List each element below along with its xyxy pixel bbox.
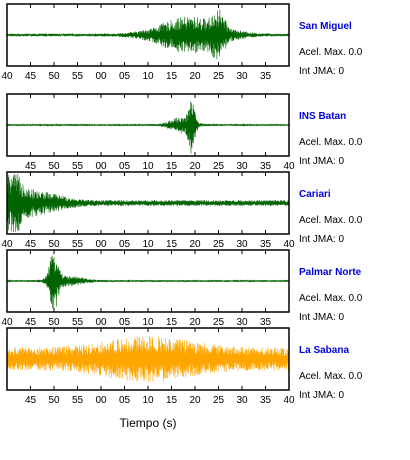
int-jma-label: Int JMA: 0 <box>299 390 344 401</box>
x-tick-label: 15 <box>166 395 178 406</box>
x-tick-label: 20 <box>189 161 201 172</box>
station-name: Palmar Norte <box>299 267 362 278</box>
waveform-trace <box>6 336 290 383</box>
waveform-trace <box>6 255 290 310</box>
accel-max-label: Acel. Max. 0.0 <box>299 137 363 148</box>
x-tick-label: 45 <box>25 161 37 172</box>
x-tick-label: 40 <box>1 71 13 82</box>
waveform-trace <box>6 9 290 60</box>
panel-1: 45 50 55 00 05 10 15 20 25 30 35 40 INS Batan Acel. M… <box>6 93 363 172</box>
x-tick-label: 55 <box>72 71 84 82</box>
panel-2: 40 45 50 55 00 05 10 15 20 25 30 35 40 Cariari Acel. M… <box>1 171 363 250</box>
x-tick-label: 50 <box>48 71 60 82</box>
x-tick-label: 40 <box>283 161 295 172</box>
x-tick-label: 40 <box>283 239 295 250</box>
x-tick-label: 25 <box>213 161 225 172</box>
x-tick-label: 55 <box>72 239 84 250</box>
x-tick-label: 10 <box>142 239 154 250</box>
x-tick-label: 05 <box>119 239 131 250</box>
accel-max-label: Acel. Max. 0.0 <box>299 293 363 304</box>
x-tick-label: 00 <box>95 161 107 172</box>
waveform-trace <box>6 101 290 154</box>
station-name: La Sabana <box>299 345 349 356</box>
x-tick-label: 40 <box>1 317 13 328</box>
x-tick-label: 10 <box>142 317 154 328</box>
x-tick-label: 00 <box>95 395 107 406</box>
x-tick-label: 15 <box>166 239 178 250</box>
x-tick-label: 55 <box>72 161 84 172</box>
x-tick-label: 10 <box>142 71 154 82</box>
x-tick-label: 20 <box>189 71 201 82</box>
waveform-trace <box>6 174 290 232</box>
x-tick-label: 25 <box>213 71 225 82</box>
x-tick-label: 35 <box>260 395 272 406</box>
x-tick-label: 15 <box>166 161 178 172</box>
panel-4: 45 50 55 00 05 10 15 20 25 30 35 40 La Sabana Acel. M… <box>6 327 363 406</box>
x-tick-label: 45 <box>25 239 37 250</box>
x-tick-label: 50 <box>48 395 60 406</box>
x-tick-label: 40 <box>283 395 295 406</box>
x-tick-label: 20 <box>189 239 201 250</box>
x-tick-label: 15 <box>166 317 178 328</box>
x-tick-label: 45 <box>25 71 37 82</box>
x-tick-label: 50 <box>48 239 60 250</box>
x-tick-label: 05 <box>119 395 131 406</box>
x-tick-label: 30 <box>236 395 248 406</box>
x-tick-label: 30 <box>236 71 248 82</box>
x-tick-label: 35 <box>260 161 272 172</box>
panel-0: 40 45 50 55 00 05 10 15 20 25 30 35 San Miguel Acel. … <box>1 3 363 82</box>
station-name: Cariari <box>299 189 331 200</box>
accel-max-label: Acel. Max. 0.0 <box>299 371 363 382</box>
x-tick-label: 00 <box>95 239 107 250</box>
x-tick-label: 25 <box>213 239 225 250</box>
x-tick-label: 50 <box>48 317 60 328</box>
x-tick-label: 05 <box>119 317 131 328</box>
x-tick-label: 45 <box>25 317 37 328</box>
x-tick-label: 25 <box>213 317 225 328</box>
x-tick-label: 30 <box>236 239 248 250</box>
int-jma-label: Int JMA: 0 <box>299 234 344 245</box>
x-tick-label: 55 <box>72 317 84 328</box>
x-tick-label: 55 <box>72 395 84 406</box>
x-tick-label: 35 <box>260 317 272 328</box>
x-tick-label: 20 <box>189 395 201 406</box>
accel-max-label: Acel. Max. 0.0 <box>299 47 363 58</box>
x-tick-label: 30 <box>236 161 248 172</box>
station-name: San Miguel <box>299 21 352 32</box>
x-tick-label: 25 <box>213 395 225 406</box>
accel-max-label: Acel. Max. 0.0 <box>299 215 363 226</box>
station-name: INS Batan <box>299 111 346 122</box>
x-tick-label: 05 <box>119 71 131 82</box>
x-tick-label: 00 <box>95 317 107 328</box>
int-jma-label: Int JMA: 0 <box>299 312 344 323</box>
x-tick-label: 05 <box>119 161 131 172</box>
x-tick-label: 10 <box>142 395 154 406</box>
x-tick-label: 10 <box>142 161 154 172</box>
x-tick-label: 50 <box>48 161 60 172</box>
x-tick-label: 45 <box>25 395 37 406</box>
x-tick-label: 00 <box>95 71 107 82</box>
panel-3: 40 45 50 55 00 05 10 15 20 25 30 35 Palmar Norte Acel… <box>1 249 363 328</box>
int-jma-label: Int JMA: 0 <box>299 156 344 167</box>
x-axis-title: Tiempo (s) <box>120 416 177 430</box>
x-tick-label: 35 <box>260 71 272 82</box>
x-tick-label: 40 <box>1 239 13 250</box>
x-tick-label: 35 <box>260 239 272 250</box>
x-tick-label: 15 <box>166 71 178 82</box>
x-tick-label: 20 <box>189 317 201 328</box>
x-tick-label: 30 <box>236 317 248 328</box>
int-jma-label: Int JMA: 0 <box>299 66 344 77</box>
